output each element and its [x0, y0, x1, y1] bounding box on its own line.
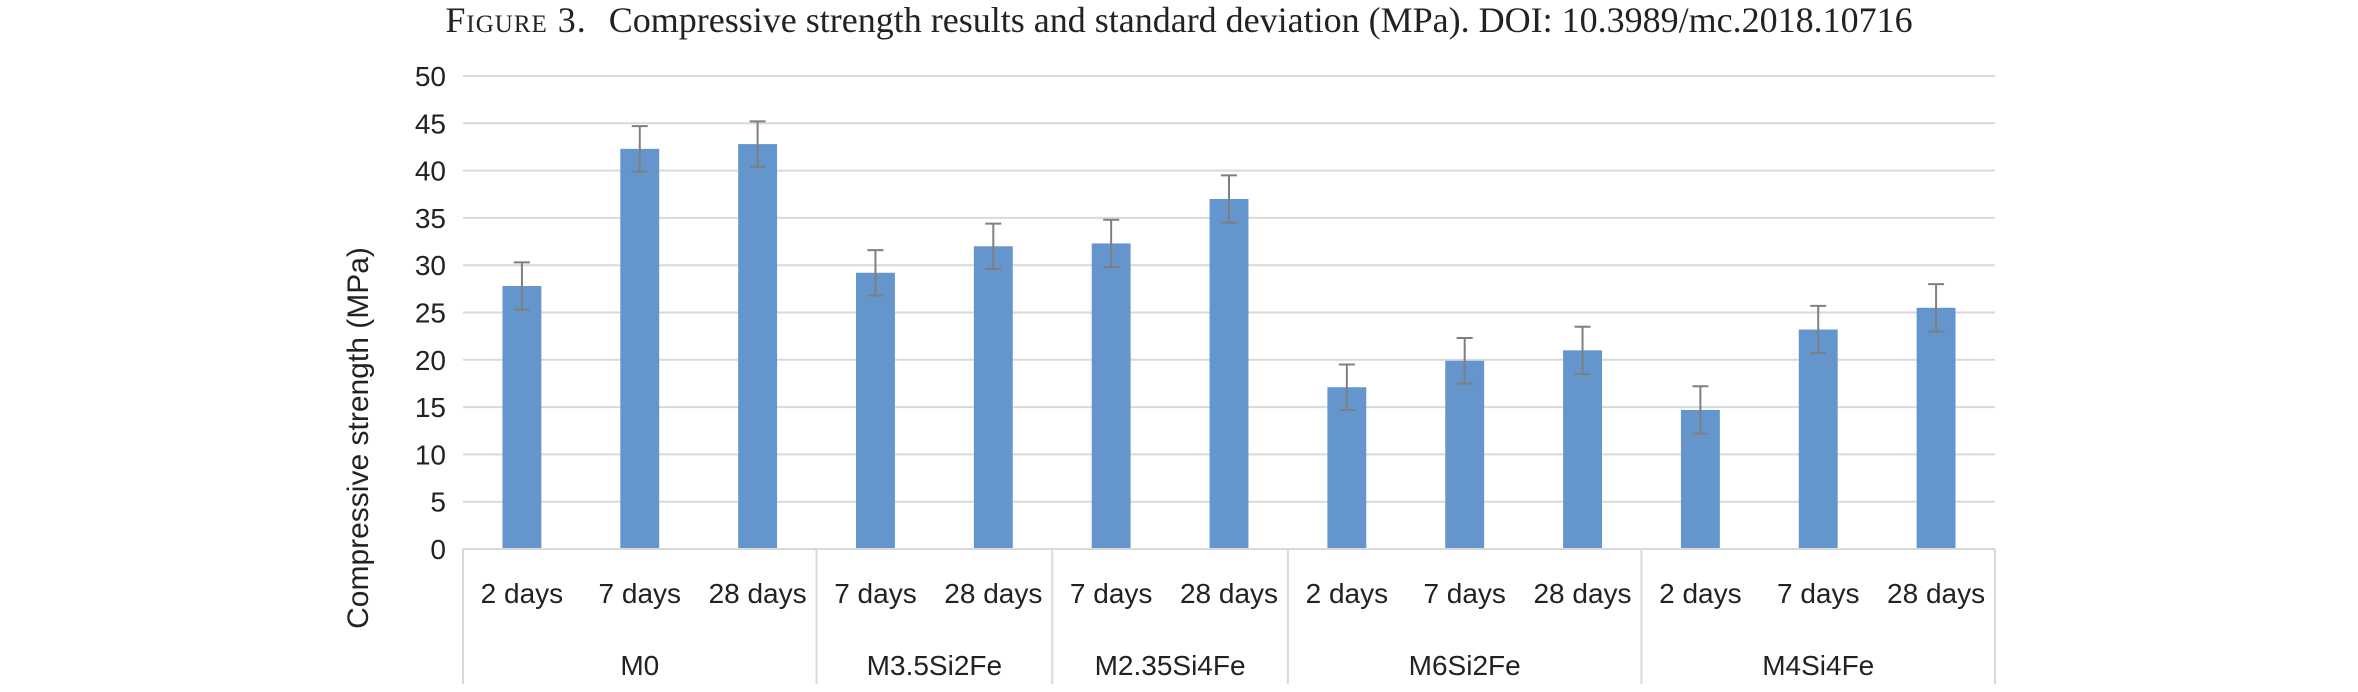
x-tick-label: 7 days	[1777, 578, 1860, 609]
y-tick-label: 20	[415, 345, 446, 376]
bar	[738, 144, 778, 549]
bar	[1091, 243, 1131, 549]
bars	[502, 144, 1956, 550]
y-tick-label: 40	[415, 156, 446, 187]
bar	[502, 286, 542, 549]
x-tick-label: 2 days	[481, 578, 564, 609]
x-tick-label: 7 days	[1423, 578, 1506, 609]
x-tick-label: 7 days	[834, 578, 917, 609]
bar	[1327, 387, 1367, 549]
figure-number: Figure 3.	[445, 0, 587, 40]
x-tick-label: 2 days	[1306, 578, 1389, 609]
x-tick-label: 7 days	[1070, 578, 1153, 609]
y-tick-label: 0	[430, 534, 446, 565]
bar	[1916, 307, 1956, 549]
axes	[462, 548, 1996, 684]
x-tick-label: 28 days	[1180, 578, 1278, 609]
bar	[1209, 198, 1249, 550]
y-tick-label: 25	[415, 298, 446, 329]
bar	[973, 246, 1013, 549]
group-label: M3.5Si2Fe	[867, 650, 1002, 681]
y-tick-label: 15	[415, 392, 446, 423]
y-tick-label: 50	[415, 61, 446, 92]
x-tick-label: 28 days	[1887, 578, 1985, 609]
bar	[1798, 329, 1838, 549]
y-tick-label: 35	[415, 203, 446, 234]
error-bars	[513, 120, 1945, 435]
group-label: M4Si4Fe	[1762, 650, 1874, 681]
group-label: M0	[620, 650, 659, 681]
bar	[856, 272, 895, 549]
figure-caption: Figure 3. Compressive strength results an…	[0, 0, 2358, 40]
bar	[620, 148, 660, 550]
x-tick-label: 28 days	[1533, 578, 1631, 609]
axis-labels: 0 5 10 15 20 25 30 35 40 45 50 2 days 7 days 28 days M…	[415, 61, 1985, 681]
y-axis-label: Compressive strength (MPa)	[342, 247, 375, 629]
group-label: M6Si2Fe	[1409, 650, 1521, 681]
y-tick-label: 30	[415, 250, 446, 281]
group-label: M2.35Si4Fe	[1095, 650, 1246, 681]
bar	[1445, 360, 1485, 549]
caption-text: Compressive strength results and standar…	[608, 0, 1913, 40]
x-tick-label: 2 days	[1659, 578, 1742, 609]
x-tick-label: 28 days	[944, 578, 1042, 609]
x-tick-label: 7 days	[599, 578, 682, 609]
y-tick-label: 5	[430, 487, 446, 518]
y-tick-label: 45	[415, 108, 446, 139]
y-tick-label: 10	[415, 439, 446, 470]
x-tick-label: 28 days	[709, 578, 807, 609]
bar	[1563, 350, 1602, 549]
